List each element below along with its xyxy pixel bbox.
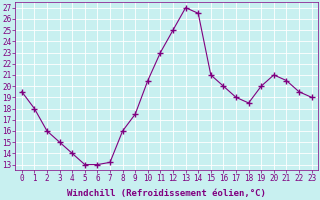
X-axis label: Windchill (Refroidissement éolien,°C): Windchill (Refroidissement éolien,°C) xyxy=(67,189,266,198)
